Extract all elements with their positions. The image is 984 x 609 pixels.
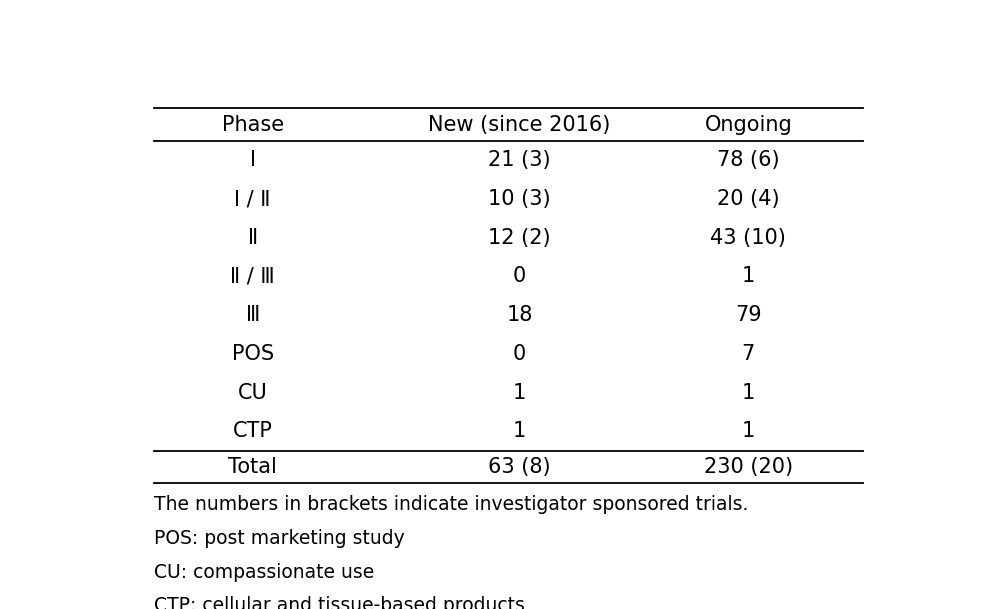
Text: POS: POS (231, 344, 274, 364)
Text: 20 (4): 20 (4) (717, 189, 779, 209)
Text: 0: 0 (513, 267, 526, 286)
Text: 1: 1 (513, 421, 526, 442)
Text: 1: 1 (513, 382, 526, 403)
Text: Total: Total (228, 457, 277, 477)
Text: 63 (8): 63 (8) (488, 457, 551, 477)
Text: 79: 79 (735, 305, 762, 325)
Text: Ongoing: Ongoing (705, 114, 792, 135)
Text: CU: compassionate use: CU: compassionate use (154, 563, 374, 582)
Text: CU: CU (238, 382, 268, 403)
Text: 0: 0 (513, 344, 526, 364)
Text: CTP: cellular and tissue-based products: CTP: cellular and tissue-based products (154, 596, 524, 609)
Text: I / Ⅱ: I / Ⅱ (234, 189, 271, 209)
Text: Ⅱ: Ⅱ (248, 228, 258, 248)
Text: 21 (3): 21 (3) (488, 150, 551, 171)
Text: 1: 1 (742, 421, 755, 442)
Text: 10 (3): 10 (3) (488, 189, 551, 209)
Text: 230 (20): 230 (20) (704, 457, 793, 477)
Text: 12 (2): 12 (2) (488, 228, 551, 248)
Text: POS: post marketing study: POS: post marketing study (154, 529, 404, 548)
Text: 1: 1 (742, 267, 755, 286)
Text: Ⅲ: Ⅲ (246, 305, 260, 325)
Text: I: I (250, 150, 256, 171)
Text: 18: 18 (507, 305, 532, 325)
Text: Phase: Phase (221, 114, 283, 135)
Text: 78 (6): 78 (6) (717, 150, 779, 171)
Text: 7: 7 (742, 344, 755, 364)
Text: CTP: CTP (232, 421, 273, 442)
Text: 43 (10): 43 (10) (710, 228, 786, 248)
Text: 1: 1 (742, 382, 755, 403)
Text: New (since 2016): New (since 2016) (428, 114, 611, 135)
Text: The numbers in brackets indicate investigator sponsored trials.: The numbers in brackets indicate investi… (154, 495, 748, 514)
Text: Ⅱ / Ⅲ: Ⅱ / Ⅲ (230, 267, 275, 286)
